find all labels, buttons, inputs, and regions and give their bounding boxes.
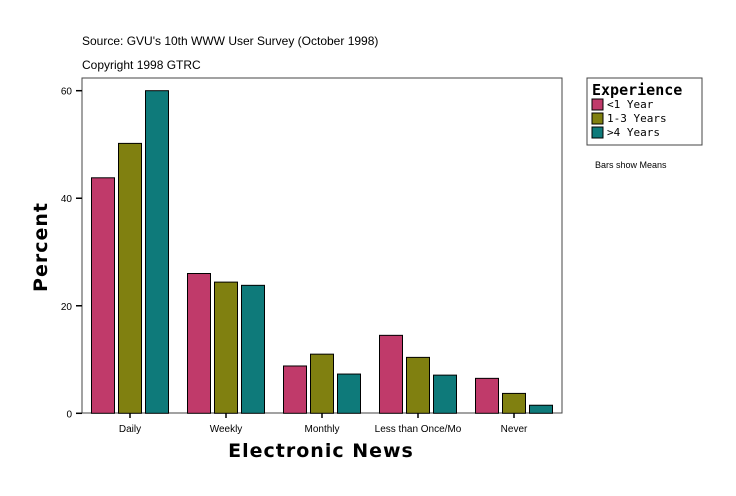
legend-label: >4 Years [607,126,660,139]
legend-box [586,77,703,146]
legend-label: <1 Year [607,98,654,111]
bar [214,281,238,414]
bar [187,273,211,414]
bar [337,373,361,414]
x-tick-label: Never [501,424,528,435]
x-tick-label: Less than Once/Mo [375,424,462,435]
bar [310,353,334,414]
y-tick-label: 0 [66,409,72,420]
legend-swatch [591,126,604,139]
copyright-note: Copyright 1998 GTRC [82,58,201,72]
bars-show-means-note: Bars show Means [595,160,667,170]
bar [529,404,553,414]
bar [475,377,499,414]
bar [502,392,526,414]
x-tick-label: Monthly [304,424,339,435]
y-tick-label: 60 [61,87,73,98]
x-tick-label: Weekly [210,424,243,435]
legend-swatch [591,98,604,111]
y-tick-label: 20 [61,302,73,313]
bar [379,334,403,414]
legend-title: Experience [592,81,682,99]
legend-swatch [591,112,604,125]
x-tick-label: Daily [119,424,141,435]
x-axis-title: Electronic News [228,440,414,462]
bar [406,356,430,414]
bar [91,177,115,414]
legend-label: 1-3 Years [607,112,667,125]
y-axis-title: Percent [30,202,52,292]
bar [241,284,265,414]
bar [283,365,307,414]
bar [433,374,457,414]
source-note: Source: GVU's 10th WWW User Survey (Octo… [82,34,378,48]
y-tick-label: 40 [61,194,73,205]
bar [145,90,169,414]
bar [118,142,142,414]
